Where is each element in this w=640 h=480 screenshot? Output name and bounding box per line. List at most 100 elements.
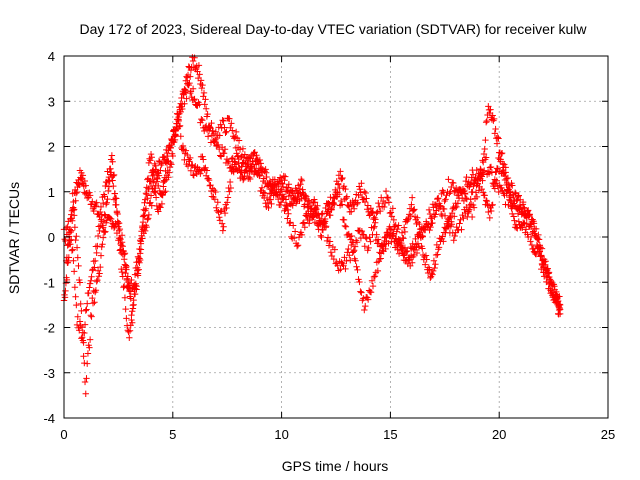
data-point [502, 164, 509, 171]
data-point [91, 298, 98, 306]
data-point [147, 150, 155, 158]
data-point [220, 117, 227, 125]
data-point [318, 233, 325, 241]
data-point [132, 280, 140, 288]
data-point [82, 190, 89, 198]
data-point [187, 73, 194, 80]
data-point [290, 234, 298, 242]
data-point [239, 176, 247, 184]
data-point [331, 195, 338, 202]
data-point [235, 137, 243, 144]
data-point [126, 327, 134, 334]
data-point [93, 249, 100, 257]
data-point [448, 209, 456, 217]
data-point [538, 265, 545, 273]
data-point [341, 222, 349, 230]
data-point [87, 312, 95, 319]
data-point [384, 229, 391, 236]
data-point [431, 264, 438, 272]
data-point [152, 189, 159, 196]
data-point [326, 238, 334, 245]
data-point [408, 194, 416, 201]
data-point [63, 254, 71, 261]
data-point [277, 179, 285, 187]
data-point [361, 188, 368, 196]
data-point [177, 133, 184, 140]
data-point [319, 226, 327, 234]
data-point [218, 124, 225, 132]
data-point [143, 191, 150, 198]
data-point [440, 205, 448, 213]
data-point [375, 240, 382, 247]
data-point [247, 164, 254, 172]
data-point [142, 196, 149, 203]
data-point [426, 226, 433, 234]
data-point [325, 242, 333, 249]
data-point [202, 122, 210, 130]
data-point [311, 196, 318, 203]
data-point [82, 390, 89, 397]
data-point [426, 266, 433, 273]
data-point [172, 131, 179, 139]
data-point [178, 94, 185, 102]
data-point [406, 211, 413, 218]
data-point [86, 280, 94, 287]
data-point [347, 256, 354, 264]
data-point [110, 224, 118, 232]
data-point [404, 247, 411, 255]
data-point [514, 210, 522, 218]
data-point [543, 266, 550, 274]
data-point [250, 152, 257, 160]
data-point [179, 142, 187, 150]
data-point [506, 193, 513, 201]
data-point [95, 273, 103, 280]
data-point [302, 195, 309, 203]
data-point [448, 183, 455, 191]
data-point [62, 287, 69, 295]
data-point [309, 208, 316, 215]
data-point [327, 249, 335, 256]
data-point [327, 204, 335, 212]
data-point [253, 155, 261, 163]
data-point [532, 225, 540, 233]
data-point [522, 226, 530, 233]
data-point [530, 220, 538, 227]
data-point [165, 174, 172, 181]
data-point [435, 195, 442, 202]
data-point [400, 235, 407, 242]
data-point [301, 224, 309, 231]
data-point [356, 278, 363, 286]
data-point [88, 313, 95, 320]
data-point [491, 185, 499, 192]
data-point [371, 219, 379, 226]
data-point [350, 246, 358, 254]
data-point [84, 300, 91, 307]
data-point [345, 245, 352, 253]
data-point [492, 125, 499, 133]
data-point [79, 337, 87, 344]
data-point [470, 204, 478, 211]
data-point [229, 154, 236, 162]
series-track-a [60, 54, 564, 318]
data-point [311, 199, 319, 206]
data-point [451, 204, 459, 212]
data-point [84, 360, 91, 367]
data-point [340, 216, 348, 224]
data-point [251, 148, 258, 156]
data-point [83, 306, 90, 313]
data-point [515, 218, 522, 225]
data-point [486, 214, 493, 222]
data-point [457, 216, 464, 223]
data-point [126, 280, 134, 287]
data-point [509, 202, 517, 210]
data-point [300, 190, 307, 197]
x-tick-label: 20 [492, 427, 506, 442]
data-point [556, 306, 564, 313]
data-point [343, 257, 350, 265]
data-point [72, 236, 79, 244]
data-point [157, 167, 164, 174]
data-point [303, 212, 310, 219]
data-point [182, 77, 190, 84]
data-point [370, 273, 378, 281]
data-point [394, 225, 401, 233]
